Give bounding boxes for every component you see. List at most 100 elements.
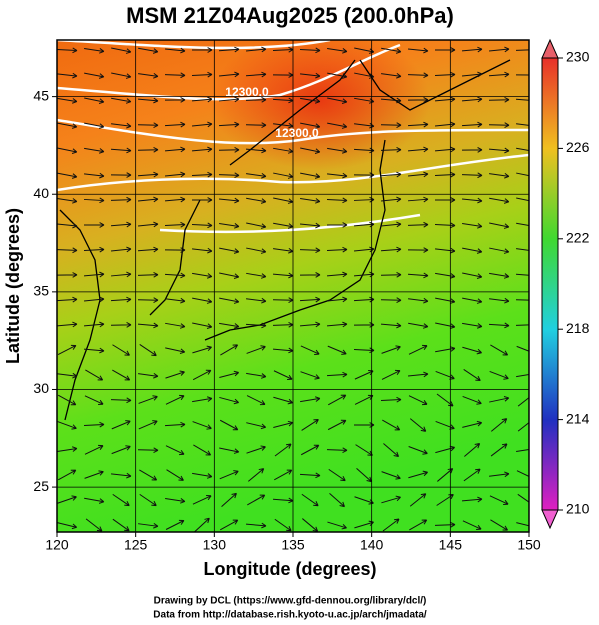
streamline [300, 172, 321, 179]
streamline [516, 248, 529, 251]
streamline [246, 372, 267, 379]
streamline [462, 520, 482, 531]
streamline [407, 47, 429, 54]
contour-labels: 12300.0 12300.0 [225, 85, 319, 140]
streamline [57, 72, 78, 79]
streamline [191, 96, 213, 103]
streamline [327, 172, 348, 179]
streamline [219, 223, 240, 229]
streamline [327, 419, 347, 431]
streamline [191, 171, 213, 178]
streamline [138, 73, 159, 79]
streamline [84, 395, 104, 406]
colorbar-ticks: 210 214 218 222 226 230 [558, 49, 590, 517]
streamline [112, 369, 131, 381]
streamline [515, 299, 529, 301]
streamline [219, 370, 240, 379]
streamline [381, 47, 402, 54]
streamline [407, 121, 429, 128]
x-tick-label: 150 [517, 537, 541, 553]
streamline [461, 121, 483, 128]
streamline [137, 447, 159, 454]
streamline [299, 47, 321, 54]
streamline [137, 196, 159, 203]
streamline [83, 197, 105, 204]
streamline [408, 344, 428, 355]
streamline [165, 519, 185, 530]
streamline [137, 322, 159, 329]
streamline [382, 419, 401, 431]
streamline [164, 272, 186, 279]
streamline [516, 449, 529, 452]
streamline [245, 522, 267, 529]
streamline [192, 472, 213, 479]
streamline [434, 521, 456, 528]
streamline [299, 222, 321, 229]
streamline [273, 172, 294, 179]
streamline [219, 322, 240, 329]
streamline [462, 346, 482, 355]
streamline [111, 420, 131, 430]
colorbar: 210 214 218 222 226 230 [541, 38, 590, 530]
streamline [192, 121, 213, 128]
streamline [220, 344, 239, 356]
streamline [516, 123, 529, 126]
streamline [490, 418, 508, 432]
streamline [219, 247, 240, 254]
streamline [164, 97, 186, 103]
streamline [191, 197, 213, 203]
streamline [488, 122, 510, 128]
streamline [300, 345, 320, 355]
streamline [462, 420, 483, 428]
streamline [327, 345, 347, 355]
y-tick-label: 30 [33, 380, 49, 396]
streamline [273, 122, 294, 129]
streamline [326, 321, 348, 328]
streamline [380, 171, 402, 178]
y-tick-label: 45 [33, 87, 49, 103]
y-tick-label: 40 [33, 185, 49, 201]
streamline [138, 522, 159, 529]
streamline [245, 71, 267, 78]
coastline [204, 139, 386, 341]
streamline [489, 222, 510, 229]
streamline [57, 172, 78, 179]
streamline [356, 467, 372, 483]
streamline [516, 172, 529, 177]
streamline [219, 447, 240, 454]
streamline [246, 395, 266, 406]
streamline [192, 272, 213, 279]
streamline [220, 519, 239, 531]
streamline [382, 518, 400, 532]
streamline [273, 147, 294, 154]
streamline [326, 271, 348, 278]
streamline [517, 394, 529, 407]
streamline [218, 71, 240, 78]
streamline [463, 468, 481, 482]
streamline [192, 396, 213, 403]
streamline [218, 172, 240, 179]
streamline [57, 321, 78, 328]
streamline [164, 72, 186, 79]
streamline [110, 172, 132, 178]
streamline [164, 146, 186, 153]
streamline [245, 322, 267, 329]
streamline [489, 197, 510, 204]
streamline [299, 321, 321, 328]
coastline [59, 209, 101, 421]
colorbar-tick-label: 230 [566, 49, 590, 65]
streamline [272, 297, 294, 303]
streamline [461, 46, 483, 53]
streamline [517, 493, 529, 503]
streamline [246, 345, 266, 354]
streamline [193, 444, 212, 456]
streamline [380, 97, 402, 104]
streamline [83, 347, 105, 354]
streamline [194, 517, 210, 532]
streamline [57, 469, 77, 481]
streamline [301, 493, 319, 507]
streamline [191, 222, 213, 229]
streamline [461, 197, 483, 204]
streamline [327, 122, 348, 129]
streamline [461, 172, 483, 179]
